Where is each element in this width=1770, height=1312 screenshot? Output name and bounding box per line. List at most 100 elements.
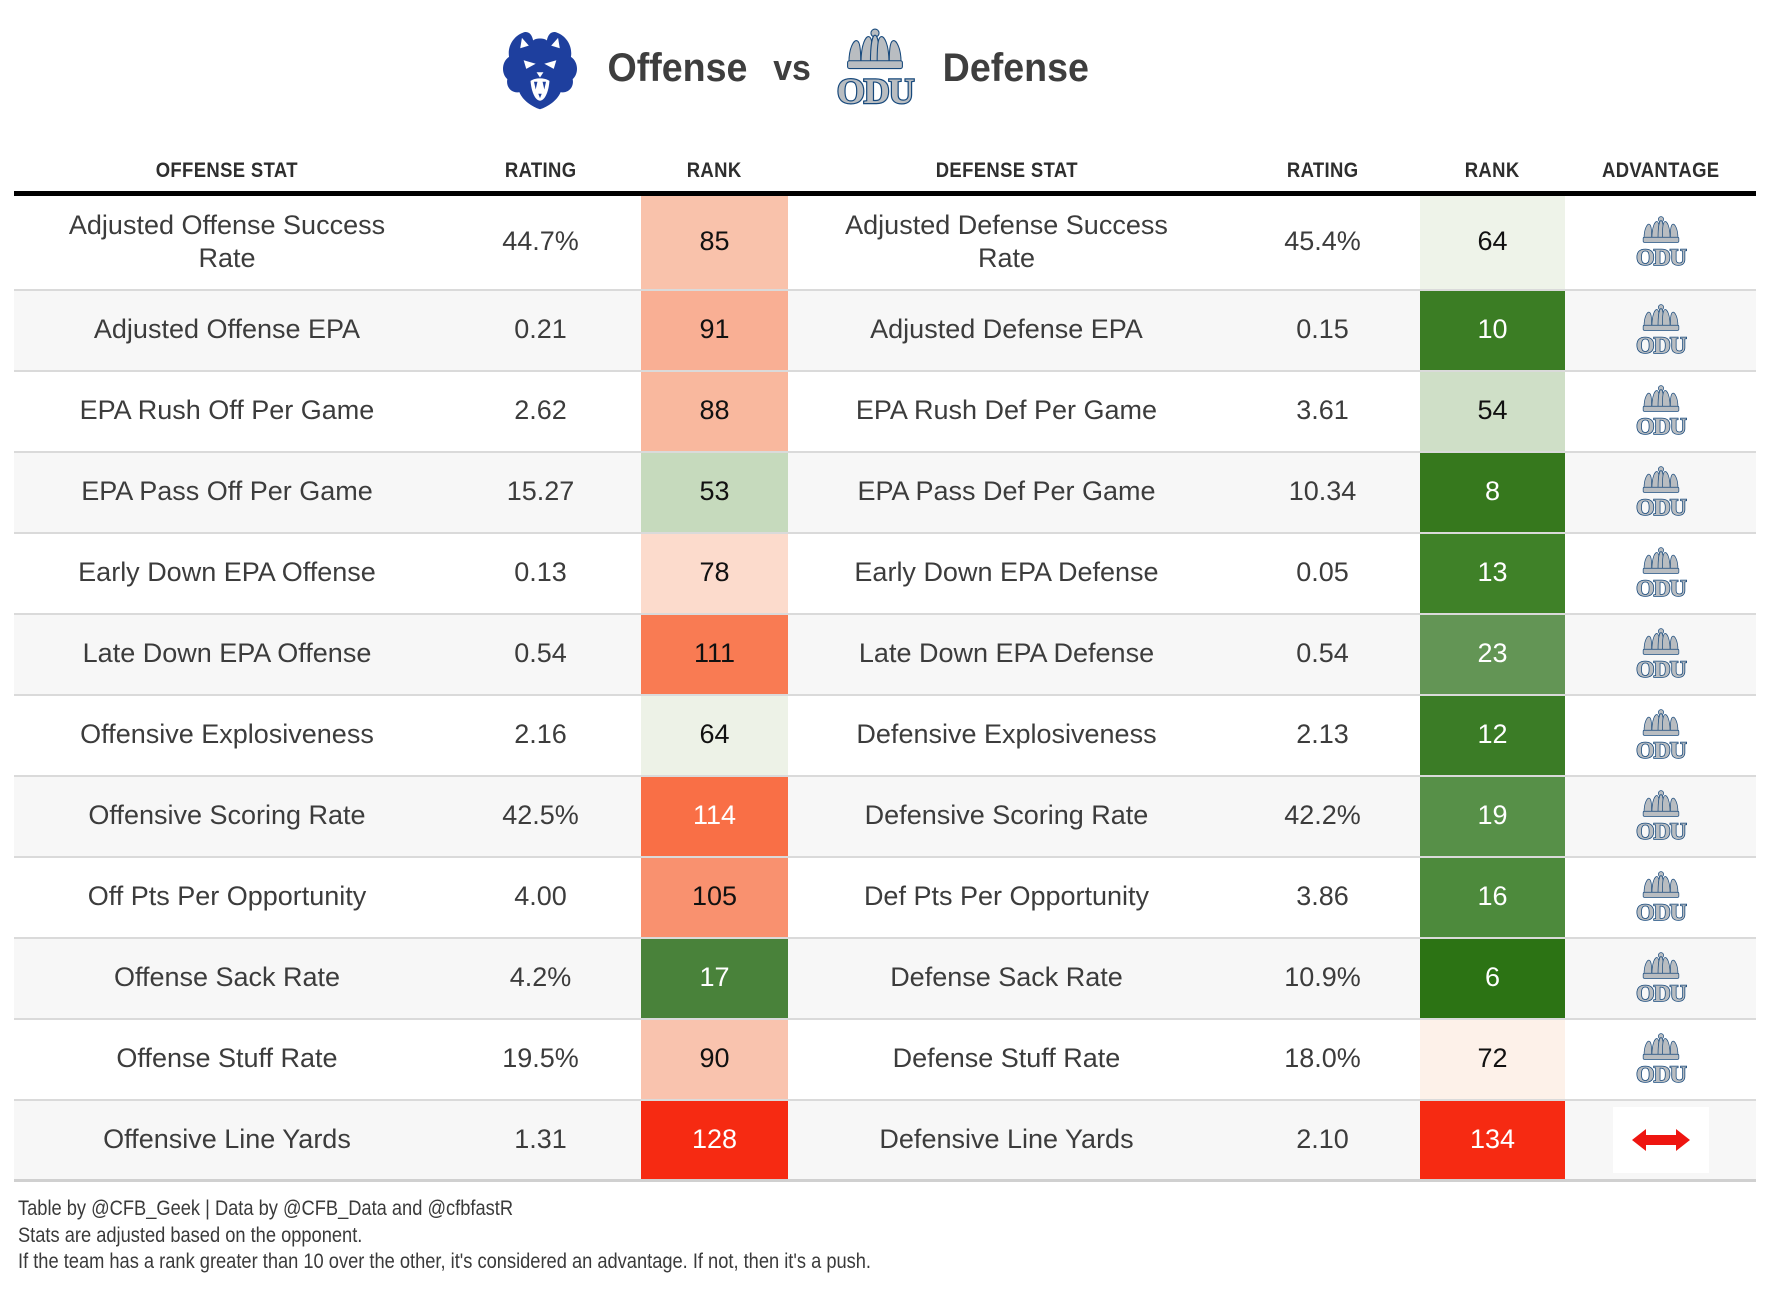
- offense-stat-cell: Late Down EPA Offense: [14, 612, 440, 695]
- table-header: OFFENSE STAT RATING RANK DEFENSE STAT RA…: [14, 130, 1756, 196]
- offense-rank-cell: 105: [641, 855, 788, 938]
- odu-advantage-icon: ODU: [1635, 871, 1688, 927]
- svg-text:ODU: ODU: [1636, 1062, 1687, 1088]
- svg-text:ODU: ODU: [1636, 900, 1687, 926]
- table-row: Offense Stuff Rate 19.5% 90 Defense Stuf…: [14, 1017, 1756, 1100]
- georgia-state-panther-logo-icon: [502, 32, 577, 110]
- odu-advantage-icon: ODU: [1635, 790, 1688, 846]
- odu-advantage-icon: ODU: [1635, 1033, 1688, 1089]
- defense-rating-cell: 45.4%: [1284, 226, 1361, 257]
- odu-advantage-icon: ODU: [1635, 628, 1688, 684]
- defense-stat-cell: Adjusted Defense EPA: [788, 288, 1225, 371]
- offense-rating-cell: 19.5%: [440, 1017, 641, 1100]
- defense-rank-cell: 16: [1420, 855, 1565, 938]
- offense-rank-cell: 91: [641, 288, 788, 371]
- offense-rating-cell: 0.13: [440, 531, 641, 614]
- footer-notes: Table by @CFB_Geek | Data by @CFB_Data a…: [18, 1196, 1770, 1276]
- defense-rank-cell: 8: [1420, 450, 1565, 533]
- defense-stat-cell: EPA Rush Def Per Game: [788, 369, 1225, 452]
- offense-rating-cell: 1.31: [440, 1098, 641, 1182]
- defense-title: Defense: [942, 45, 1089, 90]
- advantage-cell: ODU: [1565, 450, 1756, 533]
- offense-rank-cell: 64: [641, 693, 788, 776]
- defense-rank-cell: 13: [1420, 531, 1565, 614]
- svg-text:ODU: ODU: [836, 71, 914, 111]
- advantage-cell: ODU: [1565, 369, 1756, 452]
- table-row: Adjusted Offense Success Rate 44.7% 85 A…: [14, 193, 1756, 290]
- defense-rating-cell: 10.34: [1225, 450, 1420, 533]
- defense-rating-cell: 2.10: [1225, 1098, 1420, 1182]
- defense-stat-cell: Early Down EPA Defense: [788, 531, 1225, 614]
- offense-rating-cell: 4.2%: [440, 936, 641, 1019]
- footer-credit: Table by @CFB_Geek | Data by @CFB_Data a…: [18, 1197, 514, 1220]
- offense-stat-cell: Offense Sack Rate: [14, 936, 440, 1019]
- offense-rating-cell: 4.00: [440, 855, 641, 938]
- defense-rating-cell: 3.86: [1225, 855, 1420, 938]
- svg-text:ODU: ODU: [1636, 495, 1687, 521]
- table-row: Offensive Line Yards 1.31 128 Defensive …: [14, 1098, 1756, 1182]
- svg-text:ODU: ODU: [1636, 576, 1687, 602]
- defense-rank-cell: 19: [1420, 774, 1565, 857]
- odu-advantage-icon: ODU: [1635, 216, 1688, 272]
- advantage-cell: ODU: [1565, 693, 1756, 776]
- header-defense-rank: RANK: [1420, 130, 1565, 196]
- table-row: EPA Pass Off Per Game 15.27 53 EPA Pass …: [14, 450, 1756, 533]
- defense-rating-cell: 0.05: [1225, 531, 1420, 614]
- defense-rank-cell: 134: [1420, 1098, 1565, 1182]
- svg-text:ODU: ODU: [1636, 414, 1687, 440]
- footer-note-advantage-rule: If the team has a rank greater than 10 o…: [18, 1250, 872, 1274]
- page-title: Offense vs ODU Defense: [497, 0, 1094, 118]
- defense-rank-cell: 72: [1420, 1017, 1565, 1100]
- advantage-cell: ODU: [1565, 1098, 1756, 1182]
- defense-rank-cell: 10: [1420, 288, 1565, 371]
- vs-label: vs: [772, 47, 811, 88]
- header-defense-stat: DEFENSE STAT: [788, 130, 1225, 196]
- defense-rating-cell: 42.2%: [1225, 774, 1420, 857]
- odu-advantage-icon: ODU: [1635, 304, 1688, 360]
- defense-rating-cell: 3.61: [1225, 369, 1420, 452]
- offense-title: Offense: [607, 45, 748, 90]
- svg-text:ODU: ODU: [1636, 819, 1687, 845]
- offense-rank-cell: 78: [641, 531, 788, 614]
- offense-stat-cell: Offense Stuff Rate: [14, 1017, 440, 1100]
- svg-text:ODU: ODU: [1636, 981, 1687, 1007]
- odu-advantage-icon: ODU: [1635, 385, 1688, 441]
- defense-stat-cell: Late Down EPA Defense: [788, 612, 1225, 695]
- offense-rating-cell: 2.16: [440, 693, 641, 776]
- defense-stat-cell: Defense Sack Rate: [788, 936, 1225, 1019]
- odu-advantage-icon: ODU: [1635, 709, 1688, 765]
- offense-stat-cell: EPA Rush Off Per Game: [14, 369, 440, 452]
- offense-rank-cell: 111: [641, 612, 788, 695]
- offense-rank-cell: 17: [641, 936, 788, 1019]
- defense-stat-cell: Defensive Explosiveness: [788, 693, 1225, 776]
- offense-stat-cell: Offensive Explosiveness: [14, 693, 440, 776]
- header-offense-stat: OFFENSE STAT: [14, 130, 440, 196]
- advantage-cell: ODU: [1565, 531, 1756, 614]
- stats-table: OFFENSE STAT RATING RANK DEFENSE STAT RA…: [14, 130, 1756, 1182]
- header-offense-rank: RANK: [641, 130, 788, 196]
- offense-rating-cell: 44.7%: [502, 226, 579, 257]
- offense-rank-cell: 90: [641, 1017, 788, 1100]
- header-defense-rating: RATING: [1225, 130, 1420, 196]
- odu-advantage-icon: ODU: [1635, 547, 1688, 603]
- defense-rating-cell: 0.54: [1225, 612, 1420, 695]
- offense-rating-cell: 0.21: [440, 288, 641, 371]
- offense-stat-cell: Adjusted Offense EPA: [14, 288, 440, 371]
- defense-rank-cell: 64: [1420, 193, 1565, 290]
- advantage-cell: ODU: [1565, 1017, 1756, 1100]
- table-row: Early Down EPA Offense 0.13 78 Early Dow…: [14, 531, 1756, 614]
- table-row: Adjusted Offense EPA 0.21 91 Adjusted De…: [14, 288, 1756, 371]
- defense-rating-cell: 2.13: [1225, 693, 1420, 776]
- advantage-cell: ODU: [1565, 774, 1756, 857]
- defense-rating-cell: 0.15: [1225, 288, 1420, 371]
- defense-rank-cell: 12: [1420, 693, 1565, 776]
- advantage-cell: ODU: [1565, 936, 1756, 1019]
- defense-stat-cell: Adjusted Defense Success Rate: [845, 209, 1168, 274]
- table-row: Offensive Explosiveness 2.16 64 Defensiv…: [14, 693, 1756, 776]
- offense-stat-cell: Early Down EPA Offense: [14, 531, 440, 614]
- defense-stat-cell: EPA Pass Def Per Game: [788, 450, 1225, 533]
- header-offense-rating: RATING: [440, 130, 641, 196]
- odu-advantage-icon: ODU: [1635, 466, 1688, 522]
- advantage-cell: ODU: [1565, 612, 1756, 695]
- defense-rank-cell: 6: [1420, 936, 1565, 1019]
